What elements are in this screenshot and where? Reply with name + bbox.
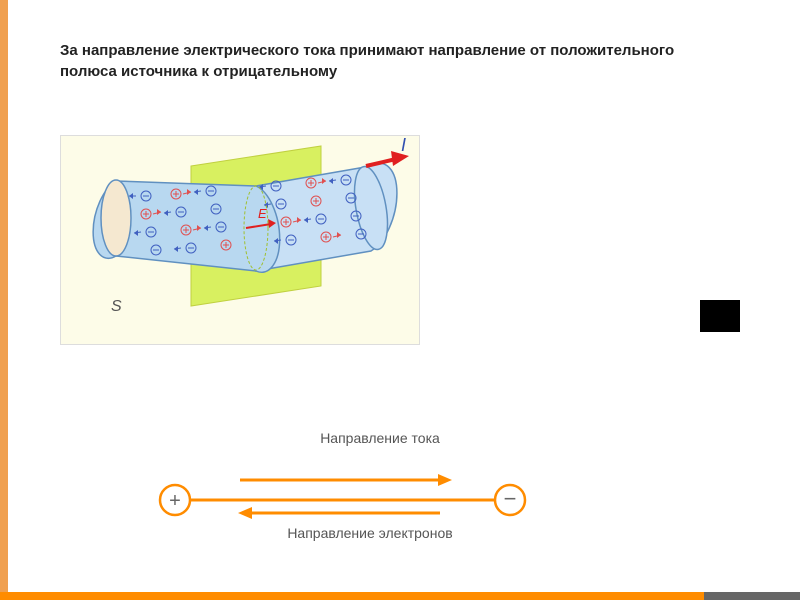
electron-arrowhead <box>238 507 252 519</box>
current-arrow: I <box>366 136 409 166</box>
accent-bottom-bar <box>0 592 800 600</box>
accent-left-bar <box>0 0 8 600</box>
svg-text:I: I <box>401 136 406 155</box>
electron-direction-label: Направление электронов <box>190 525 550 541</box>
arrow-direction-diagram: Направление тока + − Направление электро… <box>150 430 550 560</box>
surface-label: S <box>111 298 122 315</box>
cylinder-svg: S <box>61 136 421 346</box>
current-arrowhead <box>438 474 452 486</box>
minus-sign: − <box>504 486 517 511</box>
current-direction-label: Направление тока <box>210 430 550 446</box>
cylinder-diagram: S <box>60 135 420 345</box>
svg-text:E: E <box>258 206 267 221</box>
arrow-svg: + − <box>150 450 550 520</box>
plus-sign: + <box>169 490 181 512</box>
page-title: За направление электрического тока прини… <box>60 40 720 82</box>
black-square-marker <box>700 300 740 332</box>
